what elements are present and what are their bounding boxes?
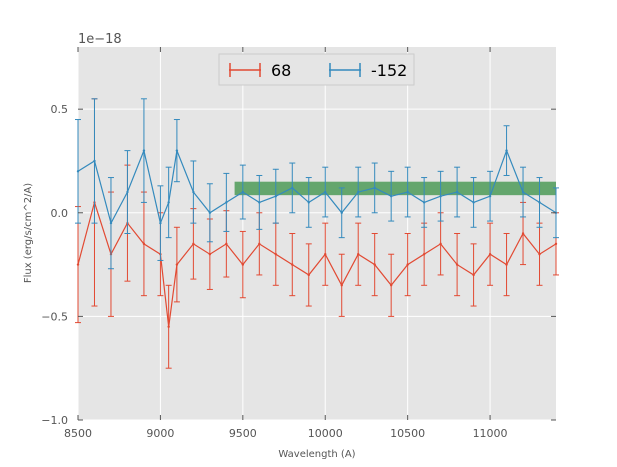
y-tick-label: 0.0 — [51, 207, 69, 220]
series-line-1 — [77, 148, 557, 226]
series-layer — [75, 98, 559, 369]
x-tick-label: 10500 — [390, 427, 425, 440]
legend: 68 -152 — [218, 53, 415, 86]
x-tick-label: 11000 — [473, 427, 508, 440]
x-tick-label: 9000 — [146, 427, 174, 440]
y-axis-offset-label: 1e−18 — [78, 32, 122, 47]
legend-label-neg152: -152 — [371, 61, 407, 80]
x-axis-label: Wavelength (A) — [278, 449, 355, 460]
highlight-band — [234, 181, 556, 196]
y-tick-label: 0.5 — [51, 103, 69, 116]
y-tick-label: −0.5 — [41, 310, 68, 323]
legend-label-68: 68 — [271, 61, 291, 80]
y-axis-label: Flux (erg/s/cm^2/A) — [23, 183, 34, 283]
y-tick-label: −1.0 — [41, 414, 68, 427]
series-1 — [75, 98, 559, 270]
legend-entry-68: 68 — [229, 61, 291, 80]
x-tick-label: 8500 — [64, 427, 92, 440]
plot-background — [78, 47, 556, 420]
axis-ticks: 8500 9000 9500 10000 10500 11000 −1.0 −0.5 0.0 0.… — [41, 47, 556, 440]
x-tick-label: 9500 — [229, 427, 257, 440]
legend-entry-neg152: -152 — [329, 61, 407, 80]
x-tick-label: 10000 — [308, 427, 343, 440]
